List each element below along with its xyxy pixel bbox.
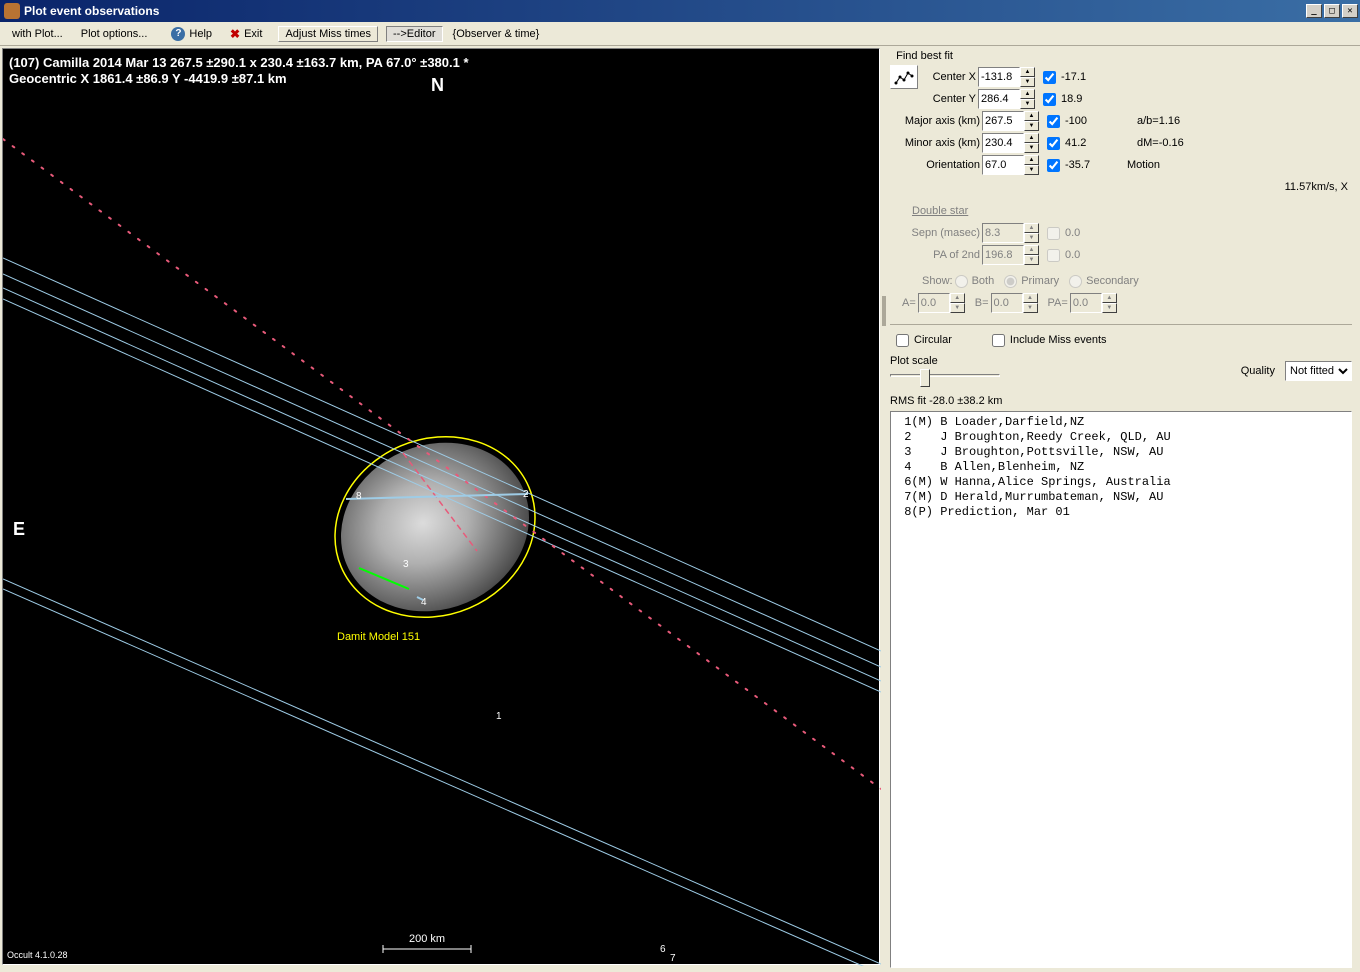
exit-button[interactable]: ✖Exit [222, 25, 270, 43]
minor-axis-label: Minor axis (km) [890, 137, 980, 149]
major-axis-input[interactable]: ▲▼ [982, 111, 1039, 131]
exit-icon: ✖ [230, 27, 240, 41]
sepn-input: ▲▼ [982, 223, 1039, 243]
window-title: Plot event observations [24, 4, 1304, 18]
help-button[interactable]: ?Help [163, 25, 220, 43]
find-best-fit-label: Find best fit [890, 50, 1352, 62]
center-y-label: Center Y [930, 93, 976, 105]
close-button[interactable]: ✕ [1342, 4, 1358, 18]
plot-options-menu[interactable]: Plot options... [73, 26, 156, 42]
chord-label: 1 [496, 711, 502, 722]
center-x-check[interactable] [1043, 71, 1056, 84]
plot-scale-label: Plot scale [890, 355, 1000, 367]
major-axis-check[interactable] [1047, 115, 1060, 128]
pa2nd-input: ▲▼ [982, 245, 1039, 265]
center-x-offset: -17.1 [1061, 71, 1091, 83]
center-y-input[interactable]: ▲▼ [978, 89, 1035, 109]
a-input: ▲▼ [918, 293, 965, 313]
maximize-button[interactable]: □ [1324, 4, 1340, 18]
editor-button[interactable]: -->Editor [386, 26, 443, 42]
center-y-check[interactable] [1043, 93, 1056, 106]
quality-select[interactable]: Not fitted [1285, 361, 1352, 381]
include-miss-check[interactable] [992, 334, 1005, 347]
plot-header-2: Geocentric X 1861.4 ±86.9 Y -4419.9 ±87.… [9, 71, 287, 86]
orientation-offset: -35.7 [1065, 159, 1095, 171]
app-version-label: Occult 4.1.0.28 [7, 950, 68, 960]
chord-label: 8 [356, 491, 362, 502]
plot-header-1: (107) Camilla 2014 Mar 13 267.5 ±290.1 x… [9, 55, 469, 70]
sepn-check [1047, 227, 1060, 240]
show-secondary-radio [1069, 275, 1082, 288]
fit-icon-button[interactable] [890, 65, 918, 89]
pa2nd-label: PA of 2nd [890, 249, 980, 261]
circular-check[interactable] [896, 334, 909, 347]
include-miss-label: Include Miss events [1010, 334, 1107, 346]
chord-label: 3 [403, 559, 409, 570]
orientation-input[interactable]: ▲▼ [982, 155, 1039, 175]
circular-label: Circular [914, 334, 952, 346]
b-input: ▲▼ [991, 293, 1038, 313]
double-star-label: Double star [912, 205, 968, 217]
minimize-button[interactable]: _ [1306, 4, 1322, 18]
rms-label: RMS fit -28.0 ±38.2 km [890, 395, 1352, 407]
pa-input: ▲▼ [1070, 293, 1117, 313]
minor-axis-input[interactable]: ▲▼ [982, 133, 1039, 153]
scale-label: 200 km [409, 933, 445, 945]
pa2nd-offset: 0.0 [1065, 249, 1095, 261]
chord-label: 2 [523, 489, 529, 500]
motion-value: 11.57km/s, X [1285, 180, 1348, 194]
dm-label: dM=-0.16 [1137, 136, 1184, 150]
title-bar: Plot event observations _ □ ✕ [0, 0, 1360, 22]
adjust-miss-times-button[interactable]: Adjust Miss times [278, 26, 378, 42]
minor-axis-offset: 41.2 [1065, 137, 1095, 149]
side-panel: Find best fit Center X ▲▼ -17.1 Center Y… [886, 46, 1360, 972]
chord-label: 6 [660, 944, 666, 955]
major-axis-offset: -100 [1065, 115, 1095, 127]
compass-e: E [13, 519, 25, 540]
sepn-offset: 0.0 [1065, 227, 1095, 239]
plot-scale-slider[interactable] [890, 367, 1000, 387]
sepn-label: Sepn (masec) [890, 227, 980, 239]
orientation-check[interactable] [1047, 159, 1060, 172]
toolbar: with Plot... Plot options... ?Help ✖Exit… [0, 22, 1360, 46]
chord-label: 4 [421, 597, 427, 608]
show-label: Show: [922, 275, 953, 287]
observer-list[interactable]: 1(M) B Loader,Darfield,NZ 2 J Broughton,… [890, 411, 1352, 968]
with-plot-menu[interactable]: with Plot... [4, 26, 71, 42]
center-y-offset: 18.9 [1061, 93, 1091, 105]
quality-label: Quality [1241, 365, 1275, 377]
compass-n: N [431, 75, 444, 96]
app-icon [4, 3, 20, 19]
plot-canvas[interactable]: (107) Camilla 2014 Mar 13 267.5 ±290.1 x… [2, 48, 880, 965]
observer-time-menu[interactable]: {Observer & time} [445, 26, 548, 42]
center-x-label: Center X [930, 71, 976, 83]
model-label: Damit Model 151 [337, 631, 420, 643]
show-primary-radio [1004, 275, 1017, 288]
ab-ratio-label: a/b=1.16 [1137, 114, 1180, 128]
help-icon: ? [171, 27, 185, 41]
show-both-radio [955, 275, 968, 288]
minor-axis-check[interactable] [1047, 137, 1060, 150]
plot-svg [3, 49, 881, 966]
orientation-label: Orientation [890, 159, 980, 171]
pa2nd-check [1047, 249, 1060, 262]
center-x-input[interactable]: ▲▼ [978, 67, 1035, 87]
chord-label: 7 [670, 953, 676, 964]
major-axis-label: Major axis (km) [890, 115, 980, 127]
motion-title: Motion [1127, 158, 1160, 172]
